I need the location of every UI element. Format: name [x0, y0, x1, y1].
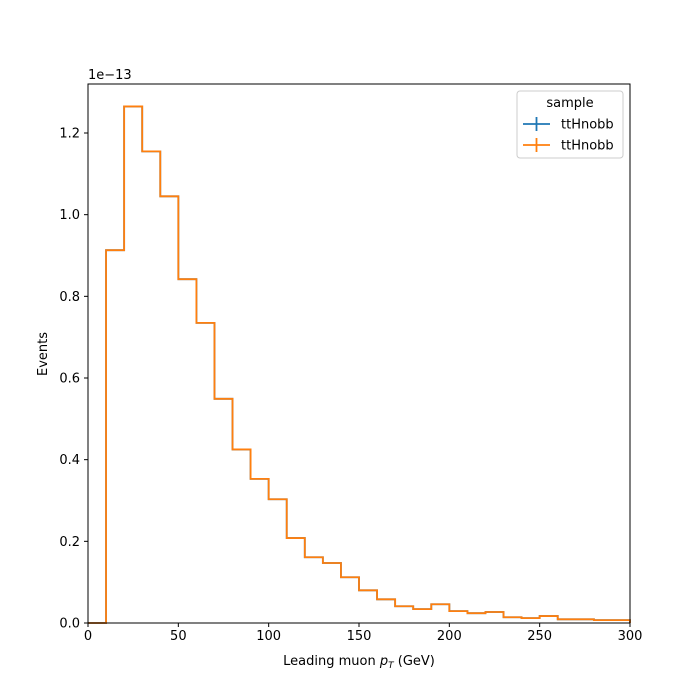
x-axis-label-subscript: T	[388, 661, 395, 671]
x-tick-label: 150	[347, 629, 372, 644]
x-tick-label: 250	[527, 629, 552, 644]
x-axis-label-symbol: p	[379, 654, 388, 669]
legend-title: sample	[546, 96, 593, 111]
x-axis-label: Leading muon pT (GeV)	[283, 654, 435, 671]
x-axis-label-main: Leading muon	[283, 654, 380, 669]
legend-entries: ttHnobb ttHnobb	[523, 117, 614, 154]
y-tick-label: 0.4	[59, 453, 80, 468]
y-offset-label: 1e−13	[88, 68, 132, 83]
y-axis-ticks: 0.0 0.2 0.4 0.6 0.8 1.0 1.2	[59, 127, 88, 632]
x-tick-label: 50	[170, 629, 187, 644]
y-tick-label: 0.0	[59, 617, 80, 632]
x-tick-label: 0	[84, 629, 92, 644]
legend-box	[516, 90, 624, 159]
y-tick-label: 0.8	[59, 290, 80, 305]
y-tick-label: 0.2	[59, 535, 80, 550]
y-tick-label: 1.2	[59, 127, 80, 142]
y-axis-label: Events	[36, 332, 51, 376]
x-tick-label: 100	[256, 629, 281, 644]
x-tick-label: 200	[437, 629, 462, 644]
legend: sample ttHnobb ttHnobb	[516, 90, 624, 159]
series-layer	[88, 105, 631, 624]
x-axis-label-unit: (GeV)	[394, 654, 435, 669]
x-tick-label: 300	[618, 629, 643, 644]
x-axis-ticks: 0 50 100 150 200 250 300	[84, 623, 643, 644]
legend-label-2: ttHnobb	[561, 139, 614, 154]
legend-label-1: ttHnobb	[561, 118, 614, 133]
y-tick-label: 0.6	[59, 372, 80, 387]
y-tick-label: 1.0	[59, 208, 80, 223]
series-2-step-line	[88, 105, 631, 624]
